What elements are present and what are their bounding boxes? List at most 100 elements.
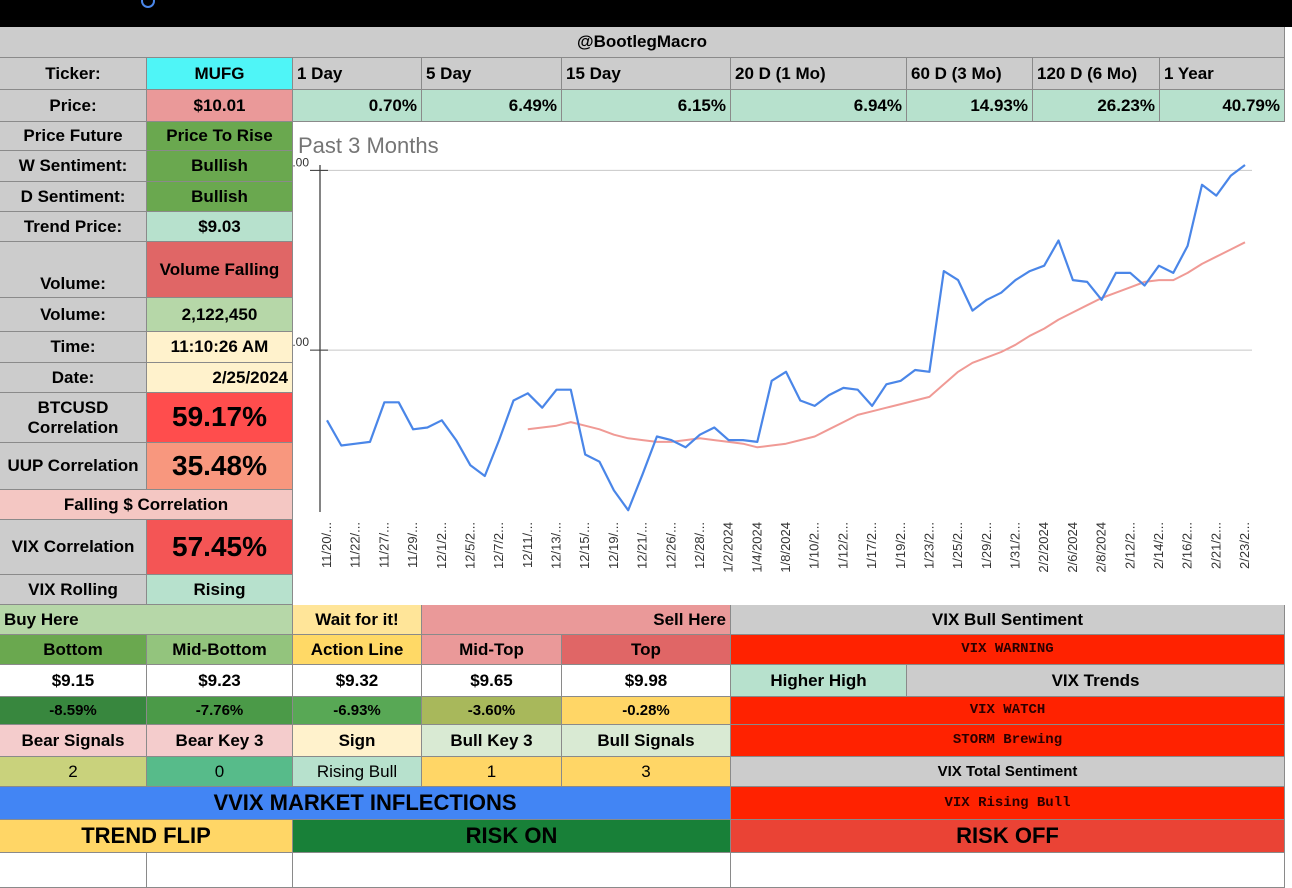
value: Price To Rise	[147, 122, 293, 151]
vix-label: VIX Trends	[907, 665, 1285, 697]
price: $10.01	[147, 90, 293, 122]
vix-header: VIX Bull Sentiment	[731, 605, 1285, 635]
value: 57.45%	[147, 520, 293, 575]
level-header: Top	[562, 635, 731, 665]
level-change: -7.76%	[147, 697, 293, 725]
x-tick-label: 12/13/...	[549, 522, 564, 569]
signal-value: 1	[422, 757, 562, 787]
x-tick-label: 1/23/2...	[921, 522, 936, 569]
label: Price Future	[0, 122, 147, 151]
empty-cell	[147, 853, 293, 888]
vix-status: STORM Brewing	[731, 725, 1285, 757]
period-header: 120 D (6 Mo)	[1033, 58, 1160, 90]
x-tick-label: 1/29/2...	[979, 522, 994, 569]
vix-status: VIX Rising Bull	[731, 787, 1285, 820]
empty-cell	[293, 853, 731, 888]
label: Volume:	[0, 242, 147, 298]
label: Price:	[0, 90, 147, 122]
level-header: Mid-Top	[422, 635, 562, 665]
x-tick-label: 1/10/2...	[807, 522, 822, 569]
signal-value: 0	[147, 757, 293, 787]
level-change: -3.60%	[422, 697, 562, 725]
level-price: $9.32	[293, 665, 422, 697]
signal-value: Rising Bull	[293, 757, 422, 787]
signal-header: Bear Signals	[0, 725, 147, 757]
level-header: Mid-Bottom	[147, 635, 293, 665]
signal-header: Bull Key 3	[422, 725, 562, 757]
level-header: Action Line	[293, 635, 422, 665]
y-tick-label: $9.00	[293, 335, 309, 349]
y-tick-label: $10.00	[293, 155, 309, 169]
return: 40.79%	[1160, 90, 1285, 122]
x-tick-label: 1/31/2...	[1008, 522, 1023, 569]
value: Volume Falling	[147, 242, 293, 298]
value: 2,122,450	[147, 298, 293, 332]
x-tick-label: 11/29/...	[405, 522, 420, 568]
period-header: 1 Day	[293, 58, 422, 90]
x-tick-label: 12/28/...	[692, 522, 707, 569]
period-header: 1 Year	[1160, 58, 1285, 90]
inflection: RISK OFF	[731, 820, 1285, 853]
return: 14.93%	[907, 90, 1033, 122]
empty-cell	[731, 853, 1285, 888]
level-price: $9.15	[0, 665, 147, 697]
x-tick-label: 12/19/...	[606, 522, 621, 569]
signal-header: Bear Key 3	[147, 725, 293, 757]
value: $9.03	[147, 212, 293, 242]
level-price: $9.98	[562, 665, 731, 697]
period-header: 15 Day	[562, 58, 731, 90]
x-tick-label: 2/21/2...	[1208, 522, 1223, 569]
vvix-banner: VVIX MARKET INFLECTIONS	[0, 787, 731, 820]
zone: Buy Here	[0, 605, 293, 635]
line-series	[527, 241, 1246, 449]
x-tick-label: 1/4/2024	[749, 522, 764, 573]
return: 0.70%	[293, 90, 422, 122]
return: 6.15%	[562, 90, 731, 122]
vix-status: VIX WARNING	[731, 635, 1285, 665]
merged-label: Falling $ Correlation	[0, 490, 293, 520]
zone: Wait for it!	[293, 605, 422, 635]
x-tick-label: 12/1/2...	[434, 522, 449, 569]
x-tick-label: 1/2/2024	[721, 522, 736, 573]
signal-header: Bull Signals	[562, 725, 731, 757]
cursor-icon	[141, 0, 155, 8]
x-tick-label: 12/15/...	[577, 522, 592, 569]
x-tick-label: 2/2/2024	[1036, 522, 1051, 573]
x-tick-label: 2/12/2...	[1122, 522, 1137, 569]
label: VIX Rolling	[0, 575, 147, 605]
label: UUP Correlation	[0, 443, 147, 490]
sheet-title: @BootlegMacro	[0, 27, 1285, 58]
x-tick-label: 11/27/...	[376, 522, 391, 568]
signal-header: Sign	[293, 725, 422, 757]
chart-background	[293, 122, 1285, 605]
inflection: TREND FLIP	[0, 820, 293, 853]
empty-cell	[0, 853, 147, 888]
period-header: 20 D (1 Mo)	[731, 58, 907, 90]
label: Date:	[0, 363, 147, 393]
return: 26.23%	[1033, 90, 1160, 122]
value: 59.17%	[147, 393, 293, 443]
x-tick-label: 2/14/2...	[1151, 522, 1166, 569]
x-tick-label: 1/8/2024	[778, 522, 793, 573]
return: 6.94%	[731, 90, 907, 122]
label: Trend Price:	[0, 212, 147, 242]
x-tick-label: 12/26/...	[663, 522, 678, 569]
level-price: $9.23	[147, 665, 293, 697]
inflection: RISK ON	[293, 820, 731, 853]
level-change: -8.59%	[0, 697, 147, 725]
x-tick-label: 1/17/2...	[864, 522, 879, 569]
vix-status: VIX WATCH	[731, 697, 1285, 725]
x-tick-label: 11/20/...	[319, 522, 334, 568]
signal-value: 3	[562, 757, 731, 787]
label: W Sentiment:	[0, 151, 147, 182]
value: Bullish	[147, 151, 293, 182]
x-tick-label: 12/5/2...	[462, 522, 477, 569]
vix-label: VIX Total Sentiment	[731, 757, 1285, 787]
value: 35.48%	[147, 443, 293, 490]
label: Time:	[0, 332, 147, 363]
label: BTCUSD Correlation	[0, 393, 147, 443]
label: D Sentiment:	[0, 182, 147, 212]
label: Ticker:	[0, 58, 147, 90]
level-change: -6.93%	[293, 697, 422, 725]
